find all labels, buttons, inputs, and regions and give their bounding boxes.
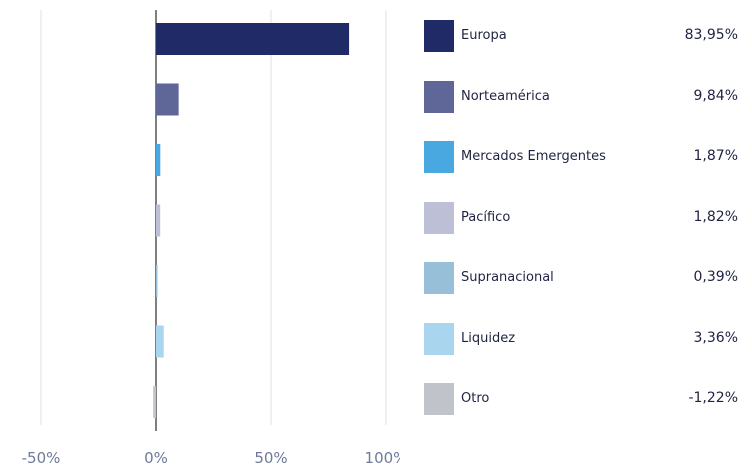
legend-swatch	[424, 141, 454, 173]
bar-mercados-emergentes	[156, 144, 161, 176]
legend-value: -1,22%	[688, 390, 738, 406]
x-tick-label: -50%	[22, 449, 61, 467]
bar-liquidez	[156, 325, 164, 358]
legend-swatch	[424, 262, 454, 294]
legend-item: Liquidez 3,36%	[424, 322, 738, 355]
legend-value: 1,87%	[693, 148, 738, 164]
legend-value: 1,82%	[693, 208, 738, 225]
legend-label: Europa	[461, 28, 507, 43]
bars	[153, 23, 350, 418]
bar-chart: -50% 0% 50% 100%	[22, 10, 400, 467]
legend-swatch	[424, 80, 454, 113]
legend-label: Otro	[461, 391, 490, 406]
bar-pacífico	[156, 204, 161, 237]
legend-item: Norteamérica 9,84%	[424, 80, 738, 113]
legend-value: 83,95%	[684, 27, 738, 43]
legend-label: Liquidez	[461, 330, 516, 346]
legend-item: Mercados Emergentes 1,87%	[424, 141, 738, 173]
legend-swatch	[424, 322, 454, 355]
x-axis-ticks: -50% 0% 50% 100%	[22, 449, 400, 467]
legend-value: 0,39%	[693, 269, 738, 285]
x-tick-label: 0%	[144, 449, 168, 467]
legend-label: Norteamérica	[461, 88, 550, 104]
legend-item: Europa 83,95%	[424, 20, 738, 52]
bar-otro	[153, 386, 156, 418]
x-tick-label: 100%	[365, 449, 400, 467]
legend-item: Otro -1,22%	[424, 383, 738, 415]
legend-swatch	[424, 20, 454, 52]
legend-label: Pacífico	[461, 209, 511, 225]
legend-swatch	[424, 201, 454, 234]
legend-swatch	[424, 383, 454, 415]
legend-item: Supranacional 0,39%	[424, 262, 738, 294]
legend-label: Mercados Emergentes	[461, 149, 606, 164]
legend-value: 3,36%	[693, 329, 738, 346]
bar-supranacional	[156, 265, 158, 297]
legend-value: 9,84%	[693, 87, 738, 104]
legend-item: Pacífico 1,82%	[424, 201, 738, 234]
bar-europa	[156, 23, 350, 55]
gridlines	[40, 10, 387, 425]
x-tick-label: 50%	[254, 449, 287, 467]
legend-label: Supranacional	[461, 270, 554, 285]
bar-norteamérica	[156, 83, 179, 116]
